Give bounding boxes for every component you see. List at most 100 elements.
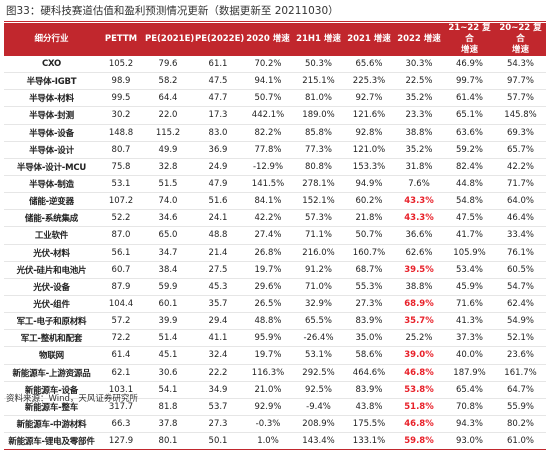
value-cell: 22.2	[193, 364, 243, 382]
value-cell: 19.7%	[243, 346, 293, 365]
value-cell: 35.0%	[344, 329, 394, 348]
industry-cell: 新能源车-中游材料	[4, 415, 99, 434]
table-row: CXO 105.2 79.6 61.1 70.2% 50.3% 65.6% 30.3% 46.9…	[4, 56, 546, 74]
table-row: 新能源车-锂电及零部件 127.9 80.1 50.1 1.0% 143.4% 133.1%…	[4, 432, 546, 450]
value-cell: 34.9	[193, 381, 243, 399]
value-cell: 30.6	[143, 364, 193, 382]
industry-cell: 光伏-设备	[4, 278, 99, 296]
table-row: 新能源车-上游资源品 62.1 30.6 22.2 116.3% 292.5% 464.6%…	[4, 364, 546, 382]
value-cell: 49.9	[143, 141, 193, 159]
table-row: 半导体-设计 80.7 49.9 36.9 77.8% 77.3% 121.0% 35.2% 5…	[4, 141, 546, 159]
value-cell: 54.8%	[444, 192, 495, 211]
value-cell: 64.4	[143, 89, 193, 108]
industry-cell: 光伏-硅片和电池片	[4, 261, 99, 279]
table-row: 光伏-硅片和电池片 60.7 38.4 27.5 19.7% 91.2% 68.7% 39.5…	[4, 261, 546, 279]
value-cell: 65.1%	[444, 106, 495, 125]
value-cell: 68.9%	[394, 295, 444, 314]
industry-cell: 新能源车-锂电及零部件	[4, 432, 99, 450]
value-cell: 52.2	[99, 209, 143, 228]
value-cell: 62.4%	[495, 295, 546, 314]
value-cell: 70.8%	[444, 398, 495, 416]
value-cell: 80.8%	[293, 158, 344, 176]
value-cell: 57.7%	[495, 89, 546, 108]
value-cell: 50.7%	[243, 89, 293, 108]
value-cell: 21.8%	[344, 209, 394, 228]
column-header: PE(2022E)	[193, 23, 244, 56]
value-cell: 32.8	[143, 158, 193, 176]
industry-cell: 半导体-IGBT	[4, 72, 99, 91]
value-cell: -26.4%	[293, 329, 344, 348]
value-cell: 46.8%	[394, 415, 444, 434]
table-row: 光伏-组件 104.4 60.1 35.7 26.5% 32.9% 27.3% 68.9% 71…	[4, 295, 546, 314]
value-cell: 50.3%	[293, 56, 344, 74]
value-cell: 442.1%	[243, 106, 293, 125]
value-cell: 53.7	[193, 398, 243, 416]
value-cell: 26.5%	[243, 295, 293, 314]
value-cell: 23.3%	[394, 106, 444, 125]
value-cell: 46.8%	[394, 364, 444, 382]
column-header: 20~22 复合 增速	[495, 23, 546, 56]
value-cell: 35.7%	[394, 312, 444, 331]
value-cell: 24.9	[193, 158, 243, 176]
value-cell: 82.4%	[444, 158, 495, 176]
value-cell: -12.9%	[243, 158, 293, 176]
value-cell: 51.6	[193, 192, 243, 211]
value-cell: 27.4%	[243, 226, 293, 245]
value-cell: 50.7%	[344, 226, 394, 245]
column-header: 2020 增速	[243, 23, 293, 56]
value-cell: 40.0%	[444, 346, 495, 365]
value-cell: 75.8	[99, 158, 143, 176]
value-cell: 47.5%	[444, 209, 495, 228]
value-cell: 57.3%	[293, 209, 344, 228]
value-cell: 48.8	[193, 226, 243, 245]
value-cell: 61.0%	[495, 432, 546, 450]
value-cell: 153.3%	[344, 158, 394, 176]
value-cell: -9.4%	[293, 398, 344, 416]
value-cell: 208.9%	[293, 415, 344, 434]
value-cell: 51.5	[143, 175, 193, 194]
value-cell: 79.6	[143, 56, 193, 74]
value-cell: 44.8%	[444, 175, 495, 194]
table-body: CXO 105.2 79.6 61.1 70.2% 50.3% 65.6% 30.3% 46.9…	[4, 56, 546, 450]
value-cell: 85.8%	[293, 124, 344, 142]
value-cell: 53.1	[99, 175, 143, 194]
value-cell: 116.3%	[243, 364, 293, 382]
value-cell: 107.2	[99, 192, 143, 211]
value-cell: 61.4	[99, 346, 143, 365]
value-cell: 65.4%	[444, 381, 495, 399]
value-cell: 104.4	[99, 295, 143, 314]
value-cell: 216.0%	[293, 244, 344, 262]
value-cell: 35.2%	[394, 141, 444, 159]
table-row: 军工-整机和配套 72.2 51.4 41.1 95.9% -26.4% 35.0% 25.2…	[4, 329, 546, 348]
value-cell: 31.8%	[394, 158, 444, 176]
value-cell: 30.3%	[394, 56, 444, 74]
value-cell: 66.3	[99, 415, 143, 434]
value-cell: 55.3%	[344, 278, 394, 296]
industry-cell: 物联网	[4, 346, 99, 365]
table-row: 光伏-材料 56.1 34.7 21.4 26.8% 216.0% 160.7% 62.6% 1…	[4, 244, 546, 262]
value-cell: 61.4%	[444, 89, 495, 108]
industry-cell: 半导体-设计-MCU	[4, 158, 99, 176]
value-cell: 65.5%	[293, 312, 344, 331]
industry-cell: 半导体-设计	[4, 141, 99, 159]
value-cell: 56.1	[99, 244, 143, 262]
value-cell: 22.0	[143, 106, 193, 125]
table-row: 新能源车-设备 103.1 54.1 34.9 21.0% 92.5% 83.9% 53.8%…	[4, 381, 546, 399]
industry-cell: 半导体-制造	[4, 175, 99, 194]
value-cell: 47.5	[193, 72, 243, 91]
industry-cell: CXO	[4, 56, 99, 74]
value-cell: 64.7%	[495, 381, 546, 399]
value-cell: 94.1%	[243, 72, 293, 91]
value-cell: 83.9%	[344, 312, 394, 331]
value-cell: 41.7%	[444, 226, 495, 245]
value-cell: 48.8%	[243, 312, 293, 331]
value-cell: 1.0%	[243, 432, 293, 450]
value-cell: 69.3%	[495, 124, 546, 142]
value-cell: 34.6	[143, 209, 193, 228]
value-cell: 33.4%	[495, 226, 546, 245]
value-cell: 81.8	[143, 398, 193, 416]
value-cell: 81.0%	[293, 89, 344, 108]
table-row: 半导体-设备 148.8 115.2 83.0 82.2% 85.8% 92.8% 38.8%…	[4, 124, 546, 142]
value-cell: 53.8%	[394, 381, 444, 399]
value-cell: 27.3%	[344, 295, 394, 314]
